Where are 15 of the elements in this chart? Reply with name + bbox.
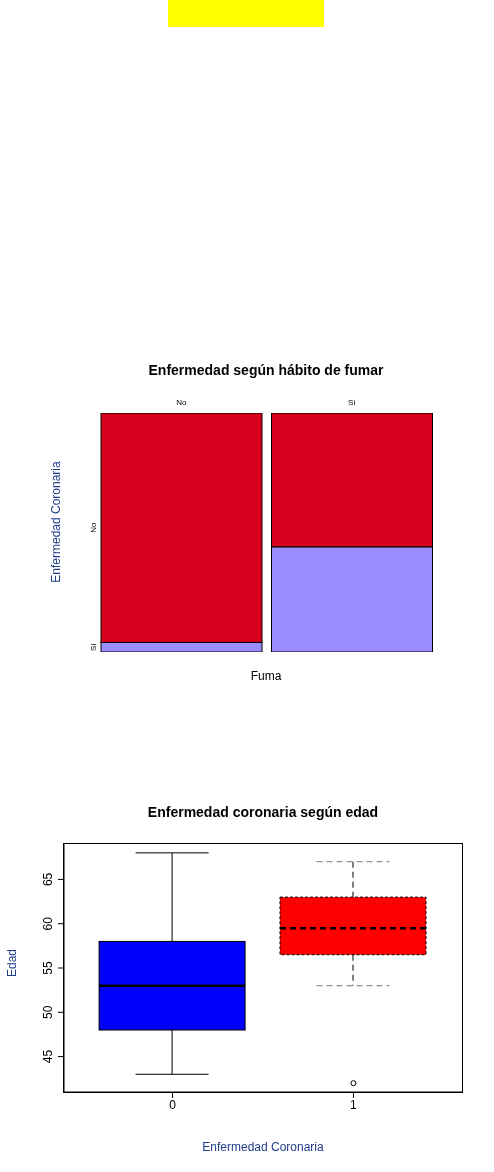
x-tick-label: 0 (169, 1097, 177, 1112)
y-tick-label: 45 (41, 1049, 55, 1064)
x-axis-title: Fuma (249, 669, 283, 683)
y-tick-label: 50 (41, 1005, 55, 1019)
y-axis-title: Edad (5, 948, 19, 979)
y-tick-label: 60 (41, 916, 55, 931)
text: Sí (89, 642, 98, 651)
y-tick-label: 65 (41, 872, 55, 887)
chart-title: Enfermedad coronaria según edad (146, 804, 380, 820)
x-axis-title: Enfermedad Coronaria (201, 1140, 325, 1154)
y-axis-title: Enfermedad Coronaria (49, 460, 63, 585)
x-tick-label: 1 (350, 1097, 358, 1112)
chart-title: Enfermedad según hábito de fumar (147, 362, 385, 378)
text: No (89, 522, 98, 533)
y-tick-label: 55 (41, 961, 55, 975)
